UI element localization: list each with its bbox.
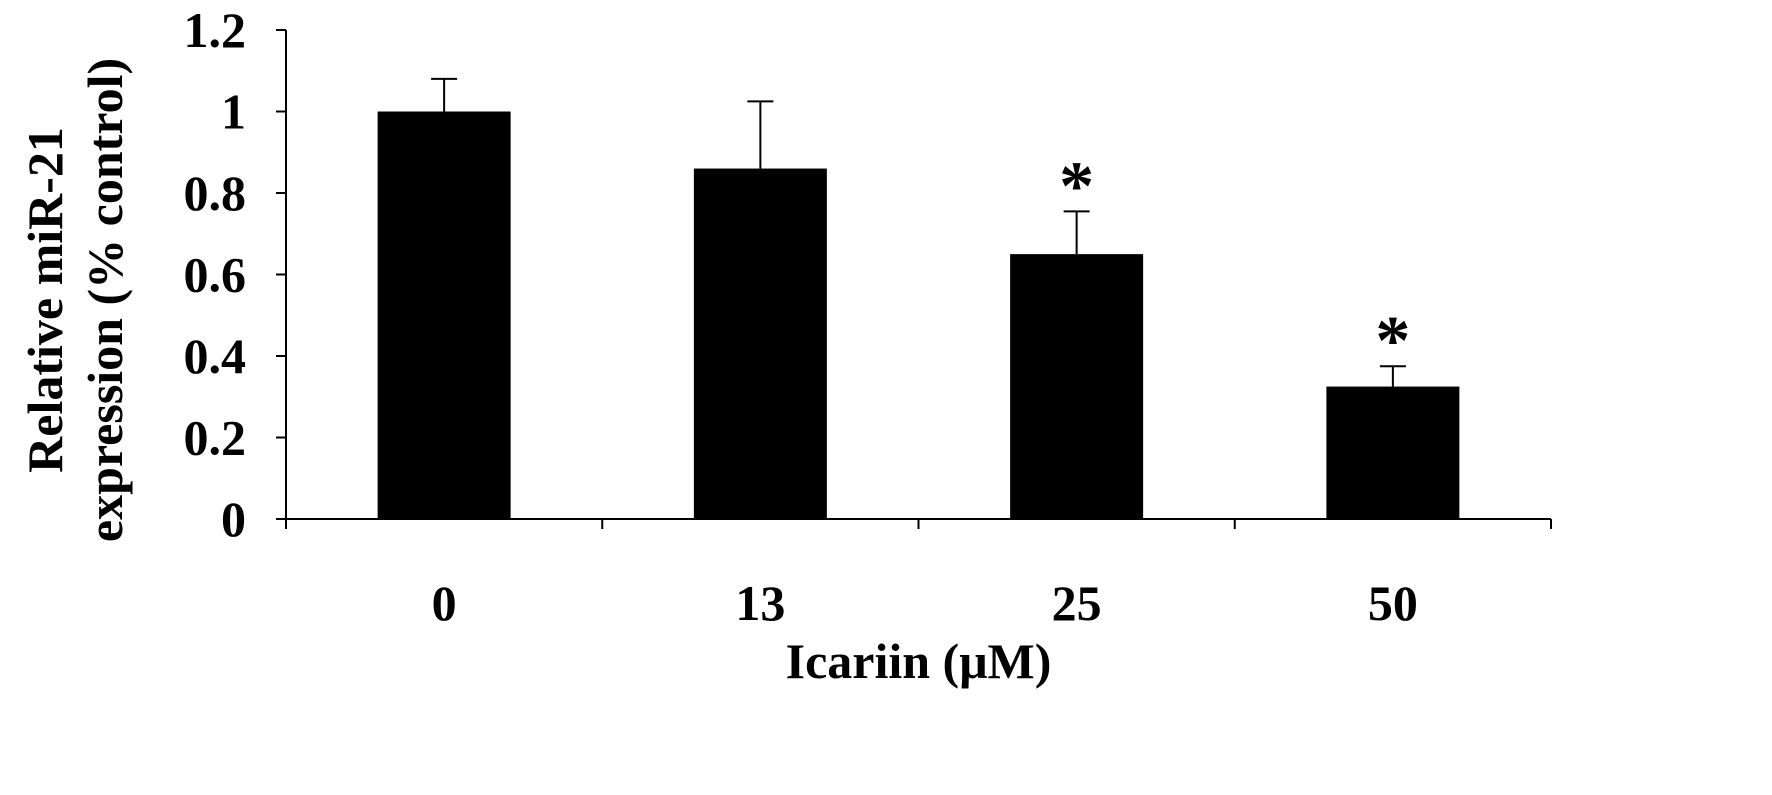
x-axis-ticks: 0 13 25 50 <box>285 519 1552 631</box>
y-tick-label: 0.4 <box>184 328 247 384</box>
y-tick-label: 0 <box>221 491 246 547</box>
y-tick-label: 1 <box>221 84 246 140</box>
x-tick-label: 13 <box>735 575 785 631</box>
significance-asterisk: * <box>1059 148 1094 225</box>
x-axis-title: Icariin (μM) <box>786 633 1052 689</box>
bar <box>1326 386 1460 519</box>
error-bars <box>431 77 1406 387</box>
x-tick-label: 25 <box>1052 575 1102 631</box>
y-tick-label: 0.8 <box>184 165 247 221</box>
y-tick-label: 0.2 <box>184 410 247 466</box>
y-axis-title-line-1: Relative miR-21 <box>17 127 73 473</box>
y-tick-label: 1.2 <box>184 2 247 58</box>
x-tick-label: 0 <box>432 575 457 631</box>
bar <box>377 111 511 519</box>
bar <box>693 168 827 520</box>
y-axis-ticks: 0 0.2 0.4 0.6 0.8 1 1.2 <box>184 2 286 547</box>
significance-asterisk: * <box>1375 303 1410 380</box>
bars <box>377 111 1460 520</box>
axis-titles: Icariin (μM) Relative miR-21 expression … <box>17 58 1051 689</box>
y-tick-label: 0.6 <box>184 247 247 303</box>
significance-markers: ** <box>1059 148 1410 380</box>
bar <box>1010 254 1144 519</box>
y-axis-title-line-2: expression (% control) <box>77 58 133 542</box>
x-tick-label: 50 <box>1368 575 1418 631</box>
